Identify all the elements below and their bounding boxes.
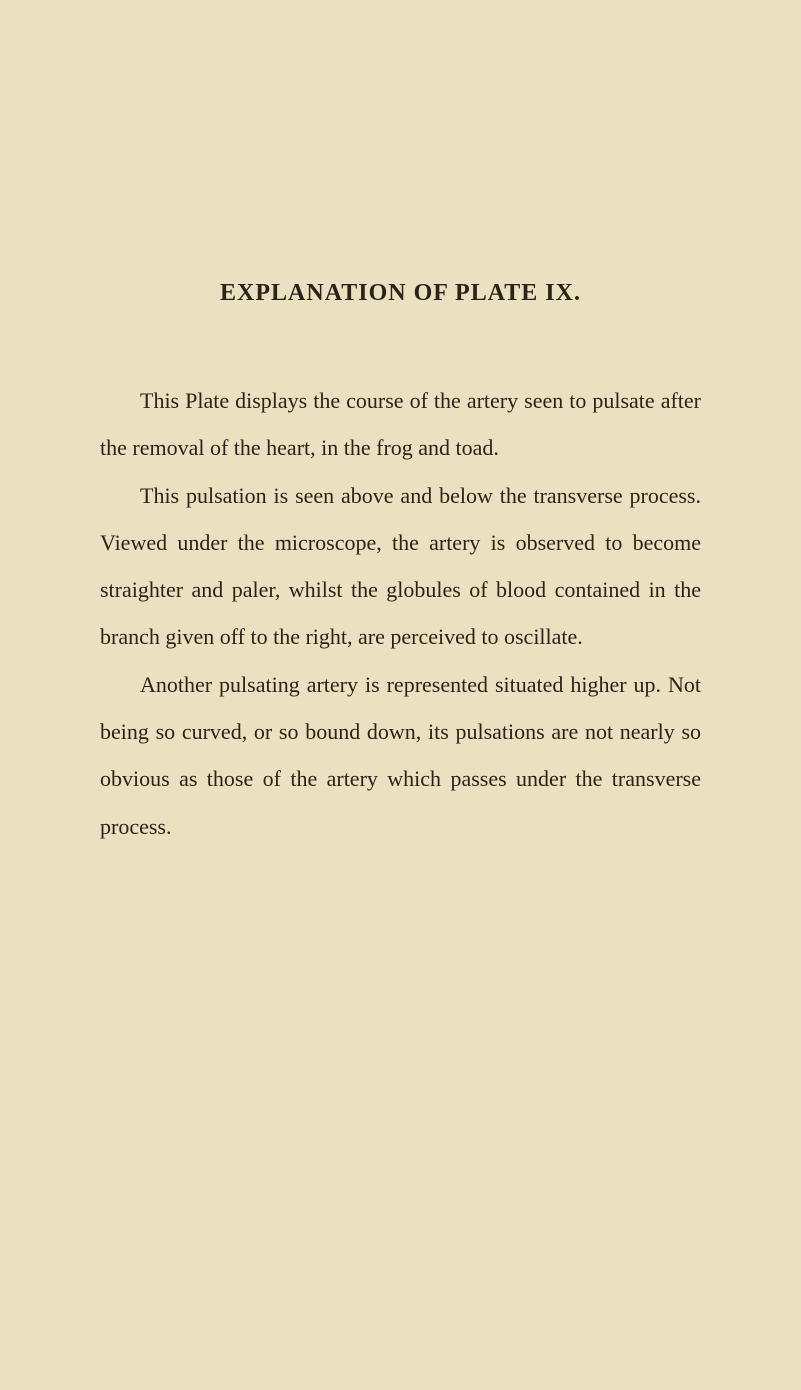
plate-title: EXPLANATION OF PLATE IX.: [100, 280, 701, 307]
paragraph-3: Another pulsating artery is represented …: [100, 661, 701, 850]
paragraph-1: This Plate displays the course of the ar…: [100, 377, 701, 472]
paragraph-2: This pulsation is seen above and below t…: [100, 472, 701, 661]
